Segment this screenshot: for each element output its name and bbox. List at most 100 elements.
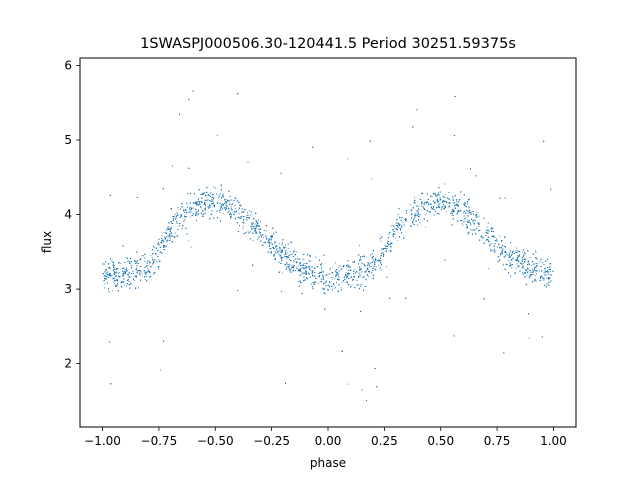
data-point (117, 268, 119, 270)
data-point (344, 275, 346, 277)
data-point (284, 247, 286, 249)
data-point (351, 284, 353, 286)
data-point (478, 225, 480, 227)
data-point (511, 267, 512, 269)
data-point (153, 247, 155, 249)
data-point (301, 271, 303, 273)
data-point (262, 236, 264, 238)
data-point (522, 272, 523, 274)
data-point (111, 261, 113, 263)
data-point (374, 268, 376, 270)
data-point (289, 254, 291, 255)
data-point (522, 251, 524, 253)
data-point (516, 247, 518, 249)
data-point (192, 207, 194, 209)
data-point (347, 383, 349, 385)
data-point (142, 275, 143, 277)
data-point (411, 209, 413, 211)
data-point (246, 217, 247, 218)
data-point (385, 266, 387, 268)
data-point (436, 206, 438, 208)
data-point (532, 269, 533, 271)
data-point (435, 195, 437, 197)
data-point (279, 255, 281, 257)
data-point (239, 217, 241, 219)
data-point (515, 268, 517, 270)
data-point (220, 204, 222, 206)
data-point (420, 198, 422, 200)
data-point (119, 262, 121, 263)
data-point (487, 268, 489, 270)
data-point (380, 240, 382, 242)
data-point (158, 268, 160, 270)
data-point (286, 258, 288, 260)
data-point (104, 283, 106, 285)
data-point (384, 245, 386, 246)
data-point (231, 206, 233, 208)
data-point (226, 206, 228, 208)
data-point (243, 222, 245, 224)
data-point (234, 213, 235, 215)
data-point (150, 255, 152, 257)
data-point (149, 271, 151, 273)
data-point (126, 257, 127, 259)
data-point (303, 263, 305, 264)
data-point (524, 272, 526, 274)
data-point (286, 255, 288, 257)
data-point (196, 211, 198, 213)
data-point (296, 251, 298, 253)
data-point (160, 369, 161, 371)
data-point (539, 261, 541, 262)
data-point (414, 224, 415, 226)
chart-title: 1SWASPJ000506.30-120441.5 Period 30251.5… (140, 36, 516, 52)
data-point (297, 265, 299, 267)
data-point (132, 271, 134, 272)
data-point (104, 287, 106, 289)
data-point (444, 194, 446, 196)
data-point (168, 228, 170, 230)
data-point (303, 258, 305, 260)
data-point (382, 252, 384, 253)
data-point (365, 279, 367, 281)
data-point (319, 271, 321, 273)
data-point (118, 272, 119, 274)
data-point (535, 250, 537, 252)
data-point (265, 230, 267, 232)
data-point (206, 199, 208, 201)
data-point (394, 237, 396, 239)
data-point (269, 242, 270, 244)
data-point (469, 228, 471, 230)
data-point (528, 337, 530, 339)
data-point (281, 272, 283, 274)
data-point (279, 248, 281, 250)
data-point (358, 245, 360, 247)
data-point (122, 271, 124, 273)
data-point (283, 257, 285, 259)
data-point (136, 273, 138, 275)
data-point (226, 199, 228, 201)
data-point (493, 237, 495, 239)
data-point (189, 209, 191, 211)
data-point (378, 264, 380, 266)
data-point (186, 228, 187, 229)
data-point (302, 258, 304, 260)
data-point (220, 192, 222, 194)
data-point (226, 211, 228, 213)
data-point (418, 208, 419, 210)
data-point (108, 274, 110, 275)
data-point (486, 226, 488, 228)
data-point (304, 264, 306, 266)
data-point (442, 196, 444, 198)
data-point (158, 259, 160, 261)
data-point (414, 213, 416, 215)
data-point (419, 221, 421, 223)
data-point (337, 267, 339, 269)
data-point (150, 266, 152, 268)
data-point (354, 268, 356, 270)
data-point (506, 254, 508, 255)
data-point (308, 260, 310, 262)
data-point (278, 243, 280, 245)
data-point (315, 256, 317, 258)
data-point (373, 274, 375, 276)
